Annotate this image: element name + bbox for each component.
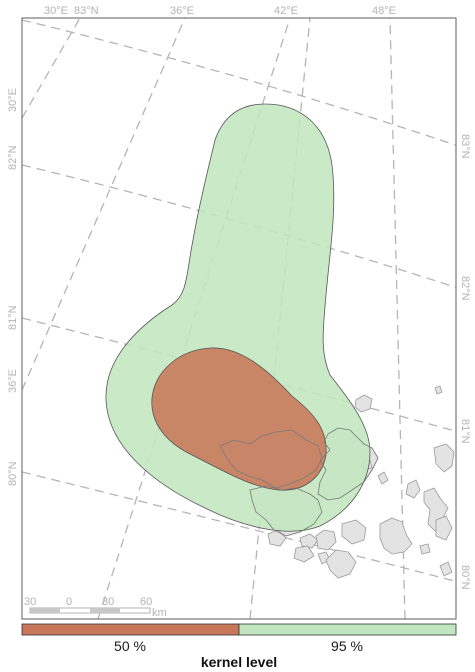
map-content: 30 0 30 60 km — [22, 18, 456, 619]
latitude-line-83n — [22, 19, 456, 146]
legend-label-50: 50 % — [114, 638, 146, 654]
legend-swatch-95 — [238, 623, 457, 636]
island — [325, 549, 357, 579]
scale-tick-label: 0 — [66, 596, 72, 608]
scale-tick-label: 60 — [140, 596, 152, 608]
scale-bar-segment — [30, 608, 60, 613]
graticule-label: 80°N — [7, 461, 19, 486]
graticule-label: 81°N — [7, 305, 19, 330]
island — [433, 443, 455, 473]
kernel-50-area — [151, 347, 327, 491]
scale-bar: 30 0 30 60 km — [24, 596, 167, 619]
graticule-label: 80°N — [459, 565, 471, 590]
scale-tick-label: 30 — [102, 596, 114, 608]
island — [354, 394, 373, 413]
island — [293, 545, 315, 563]
graticule-labels-left: 30°E 82°N 81°N 36°E 80°N — [7, 88, 19, 486]
graticule-label: 36°E — [7, 369, 19, 393]
land-outlines-overlay — [219, 427, 379, 537]
graticule-label: 83°N — [459, 134, 471, 159]
map-frame — [21, 17, 457, 620]
latitude-line-80n — [22, 471, 456, 583]
graticule-label: 82°N — [7, 145, 19, 170]
graticule-label: 36°E — [170, 5, 194, 17]
legend-swatch-50 — [21, 623, 240, 636]
graticule-labels-top: 30°E 83°N 36°E 42°E 48°E — [44, 5, 396, 17]
island — [379, 517, 413, 555]
meridian-48e — [389, 18, 406, 619]
graticule-label: 48°E — [372, 5, 396, 17]
graticule-label: 30°E — [44, 5, 68, 17]
scale-bar-segment — [90, 608, 120, 613]
island — [341, 519, 367, 545]
legend-label-95: 95 % — [331, 638, 363, 654]
meridian-36e — [22, 18, 186, 391]
island — [435, 515, 453, 541]
island — [377, 471, 389, 485]
graticule-labels-right: 83°N 82°N 81°N 80°N — [459, 134, 471, 590]
legend: 50 % 95 % kernel level — [21, 623, 457, 670]
graticule-label: 30°E — [7, 88, 19, 112]
island — [299, 533, 319, 549]
legend-title: kernel level — [201, 654, 277, 670]
island — [405, 479, 421, 499]
scale-tick-label: 30 — [24, 596, 36, 608]
graticule-label: 81°N — [459, 419, 471, 444]
graticule-label: 42°E — [274, 5, 298, 17]
graticule-label: 82°N — [459, 276, 471, 301]
island — [439, 561, 453, 577]
meridian-30e — [22, 18, 81, 119]
island — [434, 385, 443, 395]
island — [419, 543, 431, 555]
graticule-label: 83°N — [74, 5, 99, 17]
scale-unit-label: km — [152, 607, 167, 619]
island — [315, 529, 337, 551]
